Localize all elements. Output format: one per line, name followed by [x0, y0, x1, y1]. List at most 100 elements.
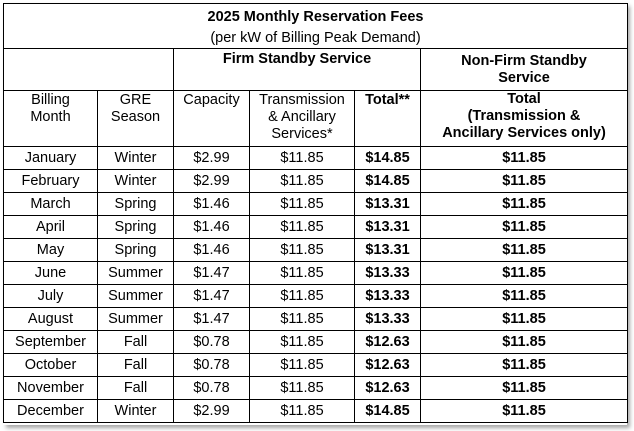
gre-season-cell: Summer — [97, 307, 174, 331]
transmission-cell: $11.85 — [249, 238, 355, 262]
transmission-cell: $11.85 — [249, 215, 355, 239]
header-line: Ancillary Services only) — [442, 125, 606, 141]
table-row: March Spring $1.46 $11.85 $13.31 $11.85 — [3, 192, 629, 216]
gre-season-cell: Winter — [97, 399, 174, 423]
gre-season-cell: Fall — [97, 376, 174, 400]
table-row: February Winter $2.99 $11.85 $14.85 $11.… — [3, 169, 629, 193]
table-title: 2025 Monthly Reservation Fees — [2, 3, 629, 28]
header-line: (Transmission & — [467, 108, 581, 124]
transmission-cell: $11.85 — [249, 399, 355, 423]
nonfirm-total-cell: $11.85 — [419, 284, 629, 308]
capacity-cell: $2.99 — [173, 399, 250, 423]
total-cell: $12.63 — [354, 353, 421, 377]
transmission-cell: $11.85 — [249, 284, 355, 308]
gre-season-cell: Winter — [97, 146, 174, 170]
nonfirm-total-cell: $11.85 — [419, 376, 629, 400]
billing-month-cell: September — [3, 330, 98, 354]
title-row: 2025 Monthly Reservation Fees — [2, 3, 629, 28]
firm-standby-header: Firm Standby Service — [173, 48, 421, 91]
table-row: June Summer $1.47 $11.85 $13.33 $11.85 — [3, 261, 629, 285]
capacity-header: Capacity — [173, 90, 250, 147]
table-row: July Summer $1.47 $11.85 $13.33 $11.85 — [3, 284, 629, 308]
gre-season-cell: Spring — [97, 238, 174, 262]
billing-month-cell: June — [3, 261, 98, 285]
nonfirm-total-cell: $11.85 — [419, 261, 629, 285]
transmission-cell: $11.85 — [249, 376, 355, 400]
billing-month-header: Billing Month — [3, 90, 98, 147]
table-row: November Fall $0.78 $11.85 $12.63 $11.85 — [3, 376, 629, 400]
total-cell: $13.33 — [354, 284, 421, 308]
gre-season-cell: Summer — [97, 284, 174, 308]
nonfirm-total-header: Total (Transmission & Ancillary Services… — [419, 90, 629, 147]
capacity-cell: $1.46 — [173, 238, 250, 262]
gre-season-cell: Winter — [97, 169, 174, 193]
transmission-cell: $11.85 — [249, 192, 355, 216]
capacity-cell: $1.47 — [173, 307, 250, 331]
nonfirm-total-cell: $11.85 — [419, 146, 629, 170]
table-subtitle: (per kW of Billing Peak Demand) — [2, 28, 629, 49]
billing-month-cell: December — [3, 399, 98, 423]
billing-month-cell: November — [3, 376, 98, 400]
nonfirm-total-cell: $11.85 — [419, 192, 629, 216]
total-cell: $12.63 — [354, 376, 421, 400]
gre-season-cell: Fall — [97, 330, 174, 354]
table-row: September Fall $0.78 $11.85 $12.63 $11.8… — [3, 330, 629, 354]
gre-season-cell: Spring — [97, 192, 174, 216]
total-cell: $12.63 — [354, 330, 421, 354]
header-line: Services* — [271, 126, 333, 142]
billing-month-cell: February — [3, 169, 98, 193]
transmission-cell: $11.85 — [249, 307, 355, 331]
billing-month-cell: July — [3, 284, 98, 308]
gre-season-cell: Summer — [97, 261, 174, 285]
header-line: Transmission — [259, 92, 345, 108]
transmission-cell: $11.85 — [249, 169, 355, 193]
header-line: Total** — [365, 92, 410, 108]
nonfirm-total-cell: $11.85 — [419, 353, 629, 377]
group-header-row: Firm Standby Service Non-Firm Standby Se… — [3, 48, 629, 91]
blank-group-cell — [3, 48, 174, 91]
table-row: December Winter $2.99 $11.85 $14.85 $11.… — [3, 399, 629, 423]
billing-month-cell: April — [3, 215, 98, 239]
header-line: Season — [110, 109, 161, 125]
transmission-cell: $11.85 — [249, 261, 355, 285]
nonfirm-header-line: Non-Firm Standby — [461, 52, 587, 69]
capacity-cell: $1.47 — [173, 284, 250, 308]
billing-month-cell: October — [3, 353, 98, 377]
billing-month-cell: January — [3, 146, 98, 170]
transmission-cell: $11.85 — [249, 146, 355, 170]
column-header-row: Billing Month GRE Season Capacity Transm… — [3, 90, 629, 147]
total-header: Total** — [354, 90, 421, 147]
table-row: May Spring $1.46 $11.85 $13.31 $11.85 — [3, 238, 629, 262]
total-cell: $13.31 — [354, 192, 421, 216]
nonfirm-total-cell: $11.85 — [419, 238, 629, 262]
transmission-cell: $11.85 — [249, 330, 355, 354]
billing-month-cell: May — [3, 238, 98, 262]
header-line: GRE — [119, 92, 152, 108]
billing-month-cell: August — [3, 307, 98, 331]
header-line: Billing — [31, 92, 70, 108]
gre-season-cell: Spring — [97, 215, 174, 239]
total-cell: $14.85 — [354, 399, 421, 423]
nonfirm-total-cell: $11.85 — [419, 330, 629, 354]
header-line: Capacity — [183, 92, 240, 108]
gre-season-header: GRE Season — [97, 90, 174, 147]
nonfirm-total-cell: $11.85 — [419, 215, 629, 239]
total-cell: $13.31 — [354, 215, 421, 239]
fee-table-frame: 2025 Monthly Reservation Fees (per kW of… — [2, 3, 629, 425]
gre-season-cell: Fall — [97, 353, 174, 377]
nonfirm-total-cell: $11.85 — [419, 307, 629, 331]
total-cell: $14.85 — [354, 169, 421, 193]
transmission-cell: $11.85 — [249, 353, 355, 377]
capacity-cell: $2.99 — [173, 146, 250, 170]
table-row: January Winter $2.99 $11.85 $14.85 $11.8… — [3, 146, 629, 170]
nonfirm-header-line: Service — [498, 69, 550, 86]
capacity-cell: $2.99 — [173, 169, 250, 193]
total-cell: $14.85 — [354, 146, 421, 170]
capacity-cell: $0.78 — [173, 376, 250, 400]
capacity-cell: $1.46 — [173, 192, 250, 216]
header-line: Total — [507, 91, 541, 108]
nonfirm-total-cell: $11.85 — [419, 169, 629, 193]
table-row: October Fall $0.78 $11.85 $12.63 $11.85 — [3, 353, 629, 377]
header-line: Month — [30, 109, 71, 125]
table-row: August Summer $1.47 $11.85 $13.33 $11.85 — [3, 307, 629, 331]
